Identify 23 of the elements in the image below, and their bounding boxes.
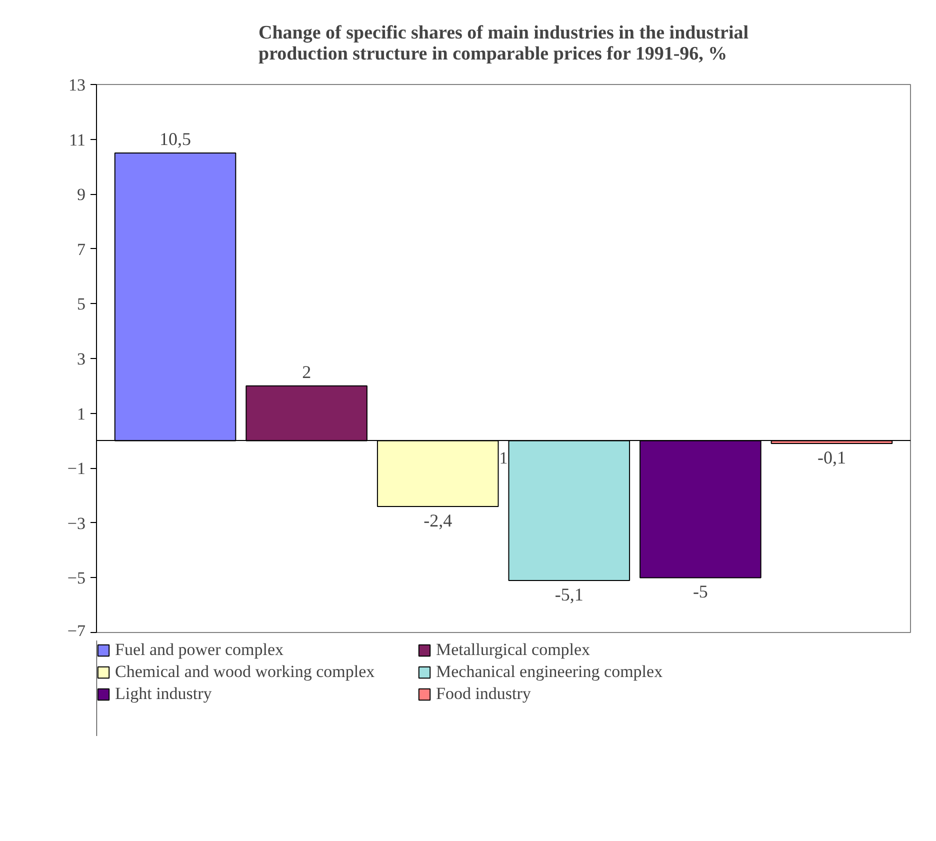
y-tick-label: −5 [67,568,86,588]
data-label: -2,4 [424,510,452,530]
legend-label: Light industry [115,684,213,704]
legend-label: Fuel and power complex [115,640,285,660]
y-tick-label: 7 [77,240,86,259]
y-tick-label: 13 [68,76,86,94]
data-label: -5 [692,582,708,602]
chart-title: Change of specific shares of main industries in the industrial production structure in comparable prices for 1991-96, % [258,22,749,64]
y-tick-label: 9 [77,185,86,204]
data-label: -5,1 [554,584,584,604]
legend-label: Metallurgical complex [436,640,592,660]
data-label: 2 [302,362,312,382]
legend-label: Mechanical engineering complex [436,662,664,682]
legend-label: Food industry [436,684,532,704]
y-tick-label: −3 [67,514,86,533]
y-tick-label: 1 [77,404,86,424]
y-tick-label: 5 [77,294,86,314]
y-tick-label: −1 [67,459,86,478]
y-tick-label: 3 [77,350,86,368]
y-tick-label: 11 [69,130,86,150]
data-label: 10,5 [160,129,192,149]
data-label: -0,1 [817,447,846,468]
legend-label: Chemical and wood working complex [115,662,376,682]
